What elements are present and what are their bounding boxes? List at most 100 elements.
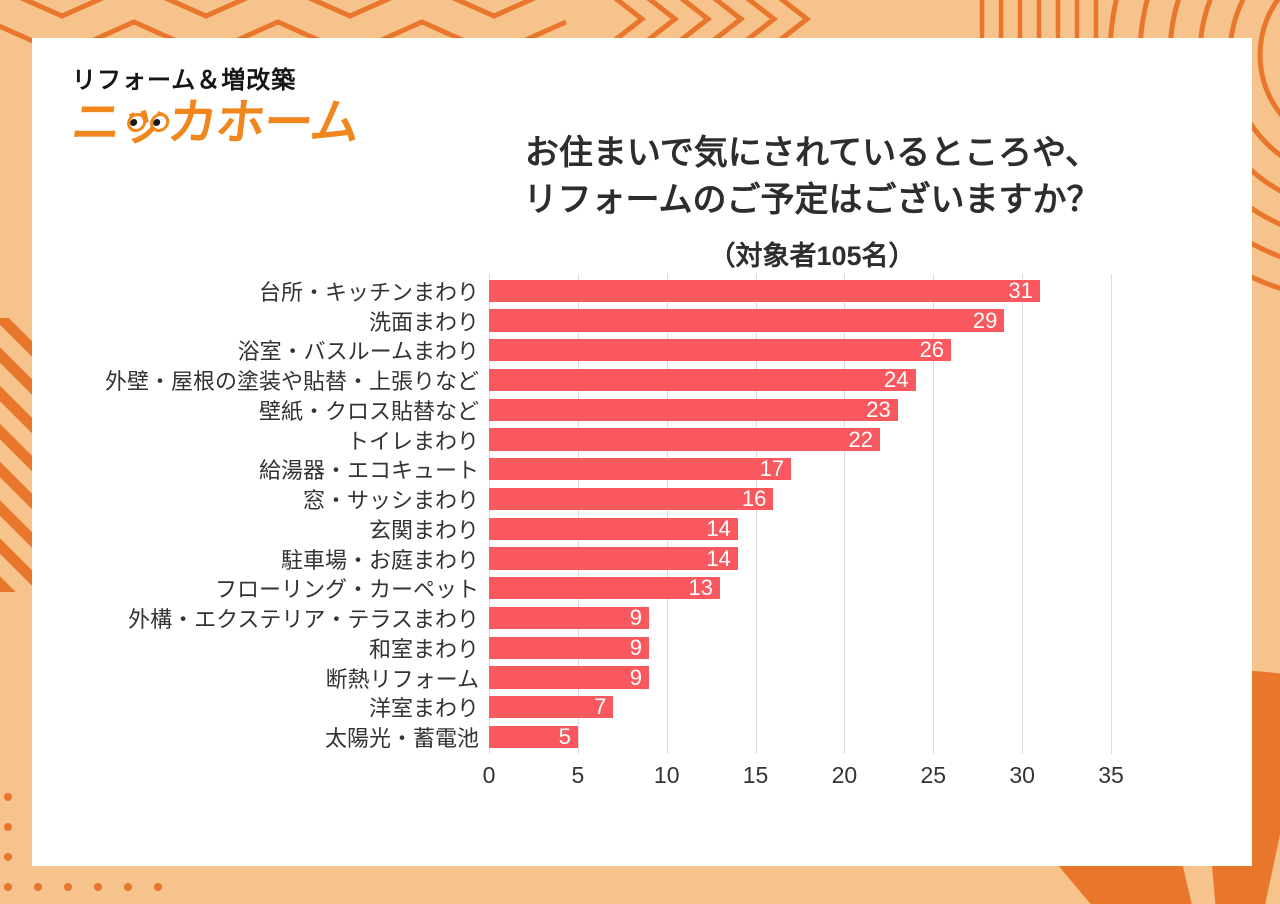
category-label: 駐車場・お庭まわり — [280, 547, 479, 573]
bar-cell: 9 — [489, 603, 1111, 633]
bar-value-label: 31 — [1008, 277, 1033, 303]
gridline — [666, 274, 668, 754]
bar-cell: 26 — [489, 336, 1111, 366]
chart-row: 給湯器・エコキュート 17 — [42, 455, 1111, 485]
bar-value-label: 9 — [629, 634, 642, 660]
bar-cell: 9 — [489, 663, 1111, 693]
chart-row: 洗面まわり 29 — [42, 306, 1111, 336]
chart-row: 壁紙・クロス貼替など 23 — [42, 395, 1111, 425]
chart-row: 窓・サッシまわり 16 — [42, 484, 1111, 514]
bar: 29 — [489, 309, 1005, 332]
gridline — [577, 274, 579, 754]
chevron-pattern — [679, 0, 713, 42]
category-label: 外構・エクステリア・テラスまわり — [128, 607, 479, 633]
chevron-pattern — [613, 0, 647, 42]
plot-area: 台所・キッチンまわり 31 洗面まわり 29 浴室・バスルームまわり 26 外壁・屋根の塗装… — [42, 274, 1124, 790]
bar-cell: 22 — [489, 425, 1111, 455]
chart-title-line2: リフォームのご予定はございますか？ — [523, 180, 1101, 219]
bar: 14 — [489, 545, 738, 571]
bar: 5 — [489, 724, 578, 750]
bar-cell: 24 — [489, 365, 1111, 395]
category-label: 壁紙・クロス貼替など — [258, 398, 479, 424]
bar: 26 — [489, 339, 952, 362]
gridline — [1022, 274, 1024, 754]
chart-row: 浴室・バスルームまわり 26 — [42, 336, 1111, 366]
bar-value-label: 9 — [629, 664, 642, 690]
x-tick-label: 0 — [482, 762, 496, 788]
chart-row: 和室まわり 9 — [42, 633, 1111, 663]
bar: 9 — [489, 634, 649, 660]
chart-row: 台所・キッチンまわり 31 — [42, 276, 1111, 306]
x-tick-label: 25 — [920, 762, 947, 788]
vertical-lines-pattern — [979, 0, 1099, 40]
category-label: 給湯器・エコキュート — [258, 458, 479, 484]
x-tick-label: 35 — [1098, 762, 1124, 788]
category-label: 窓・サッシまわり — [302, 488, 479, 514]
bar: 9 — [489, 605, 649, 631]
category-label: 断熱リフォーム — [325, 666, 479, 692]
gridline — [1111, 274, 1112, 754]
bar: 16 — [489, 486, 774, 512]
category-label: 和室まわり — [368, 636, 479, 662]
category-label: 外壁・屋根の塗装や貼替・上張りなど — [104, 369, 479, 395]
chart-subtitle: （対象者105名） — [708, 240, 916, 271]
category-label: 台所・キッチンまわり — [258, 279, 479, 305]
bar-cell: 29 — [489, 306, 1111, 336]
chart-rows: 台所・キッチンまわり 31 洗面まわり 29 浴室・バスルームまわり 26 外壁・屋根の塗装… — [42, 276, 1111, 752]
brand-tagline: リフォーム＆増改築 — [72, 67, 297, 94]
bar-value-label: 13 — [688, 575, 714, 601]
bar-value-label: 23 — [866, 396, 891, 422]
bar: 22 — [489, 426, 880, 452]
bar-cell: 9 — [489, 633, 1111, 663]
gridline — [755, 274, 757, 754]
chart-row: 外構・エクステリア・テラスまわり 9 — [42, 603, 1111, 633]
bar-chart: 台所・キッチンまわり 31 洗面まわり 29 浴室・バスルームまわり 26 外壁・屋根の塗装… — [42, 274, 1124, 790]
chevron-pattern — [712, 0, 746, 42]
chart-row: 玄関まわり 14 — [42, 514, 1111, 544]
bar-value-label: 5 — [558, 724, 571, 750]
chart-title-line1: お住まいで気にされているところや、 — [524, 134, 1100, 172]
bar-value-label: 16 — [741, 486, 767, 512]
bar-cell: 5 — [489, 722, 1111, 752]
gridline — [933, 274, 935, 754]
chart-row: 外壁・屋根の塗装や貼替・上張りなど 24 — [42, 365, 1111, 395]
bar-value-label: 24 — [884, 367, 909, 393]
chart-title-block: お住まいで気にされているところや、 リフォームのご予定はございますか？ （対象者… — [462, 130, 1162, 273]
bar-value-label: 22 — [848, 426, 873, 452]
category-label: トイレまわり — [346, 428, 479, 454]
bar-cell: 17 — [489, 455, 1111, 485]
brand-logo: ニッカホーム — [69, 96, 362, 151]
x-tick-label: 30 — [1009, 762, 1035, 788]
category-label: 洗面まわり — [368, 309, 479, 335]
bar-value-label: 14 — [706, 515, 731, 541]
gridline — [844, 274, 846, 754]
bar: 23 — [489, 396, 898, 422]
bar-value-label: 14 — [706, 545, 731, 571]
bar-cell: 14 — [489, 544, 1111, 574]
bar-cell: 14 — [489, 514, 1111, 544]
content-card: リフォーム＆増改築 ニッカホーム お住まいで気にされているところや、 リフォーム… — [32, 38, 1252, 866]
bar: 7 — [489, 694, 614, 720]
diagonal-stripes-pattern — [0, 318, 32, 592]
bar: 13 — [489, 575, 721, 601]
x-tick-label: 15 — [742, 762, 769, 788]
bar-value-label: 7 — [594, 694, 607, 720]
bar-value-label: 9 — [629, 605, 642, 631]
chart-row: トイレまわり 22 — [42, 425, 1111, 455]
chevron-pattern — [778, 0, 812, 42]
chart-row: 太陽光・蓄電池 5 — [42, 722, 1111, 752]
gridlines — [489, 274, 1112, 754]
category-label: 浴室・バスルームまわり — [237, 339, 479, 365]
bar: 9 — [489, 664, 649, 690]
category-label: 玄関まわり — [368, 517, 479, 543]
chart-row: フローリング・カーペット 13 — [42, 574, 1111, 604]
chart-row: 断熱リフォーム 9 — [42, 663, 1111, 693]
bar: 17 — [489, 458, 792, 481]
chevron-pattern — [745, 0, 779, 42]
bar: 24 — [489, 367, 916, 393]
chart-row: 駐車場・お庭まわり 14 — [42, 544, 1111, 574]
bar-cell: 23 — [489, 395, 1111, 425]
x-tick-label: 5 — [571, 762, 585, 788]
bar-cell: 16 — [489, 484, 1111, 514]
